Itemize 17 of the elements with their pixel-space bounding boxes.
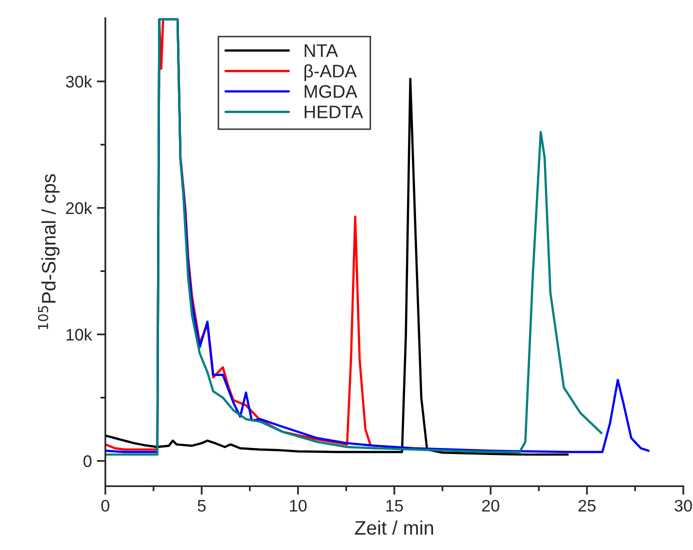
legend-label: MGDA (304, 85, 358, 98)
y-axis-title: $^{105}$Pd-Signal / cps (38, 174, 60, 330)
legend-label: HEDTA (304, 106, 364, 118)
legend-label: β-ADA (304, 64, 357, 82)
legend-label: NTA (304, 44, 338, 57)
y-tick-label: 30k (66, 75, 92, 88)
x-tick-label: 30 (674, 500, 692, 512)
y-tick-label: 0 (84, 455, 92, 468)
x-tick-label: 5 (198, 500, 206, 512)
y-tick-label: 10k (66, 328, 92, 341)
x-tick-label: 10 (290, 500, 307, 512)
x-tick-label: 25 (578, 500, 596, 512)
x-tick-label: 20 (482, 500, 500, 512)
y-tick-label: 20k (66, 202, 92, 214)
x-axis-title: Zeit / min (354, 520, 434, 535)
x-tick-label: 0 (101, 500, 110, 512)
x-tick-label: 15 (386, 500, 403, 512)
